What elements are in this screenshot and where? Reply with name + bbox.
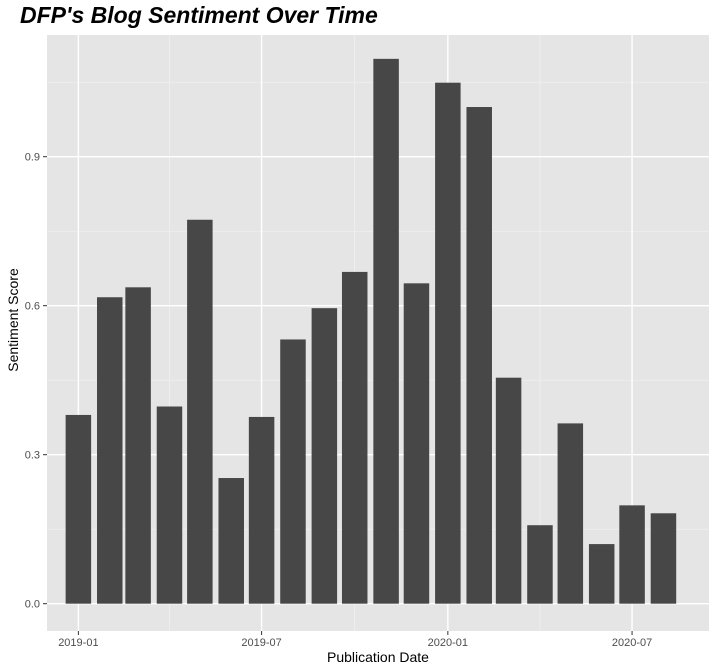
bar bbox=[280, 339, 306, 604]
bar bbox=[527, 525, 553, 604]
bar bbox=[466, 107, 492, 604]
bar bbox=[435, 82, 461, 604]
x-tick-label: 2019-07 bbox=[241, 637, 281, 649]
bar bbox=[125, 287, 151, 604]
bar bbox=[403, 283, 430, 604]
y-tick-label: 0.6 bbox=[25, 301, 40, 313]
bar bbox=[156, 406, 183, 604]
bar bbox=[218, 478, 244, 604]
bar bbox=[97, 297, 123, 604]
bar bbox=[650, 513, 677, 604]
bar bbox=[373, 58, 399, 604]
bar bbox=[619, 505, 645, 604]
x-tick-label: 2020-01 bbox=[428, 637, 468, 649]
x-axis: 2019-01 2019-07 2020-01 2020-07 bbox=[58, 631, 652, 649]
bars bbox=[65, 58, 677, 604]
y-axis-title: Sentiment Score bbox=[5, 268, 21, 372]
chart-title: DFP's Blog Sentiment Over Time bbox=[20, 2, 378, 28]
y-tick-label: 0.3 bbox=[25, 450, 40, 462]
y-axis: 0.0 0.3 0.6 0.9 bbox=[25, 152, 47, 611]
bar bbox=[495, 377, 522, 604]
x-tick-label: 2020-07 bbox=[612, 637, 652, 649]
x-axis-title: Publication Date bbox=[327, 649, 429, 665]
x-tick-label: 2019-01 bbox=[58, 637, 98, 649]
bar bbox=[588, 544, 615, 604]
y-tick-label: 0.9 bbox=[25, 152, 40, 164]
bar bbox=[187, 219, 213, 604]
bar bbox=[557, 423, 584, 604]
bar bbox=[248, 416, 275, 604]
bar bbox=[65, 414, 92, 604]
bar bbox=[341, 271, 368, 604]
y-tick-label: 0.0 bbox=[25, 599, 40, 611]
bar bbox=[311, 308, 338, 604]
